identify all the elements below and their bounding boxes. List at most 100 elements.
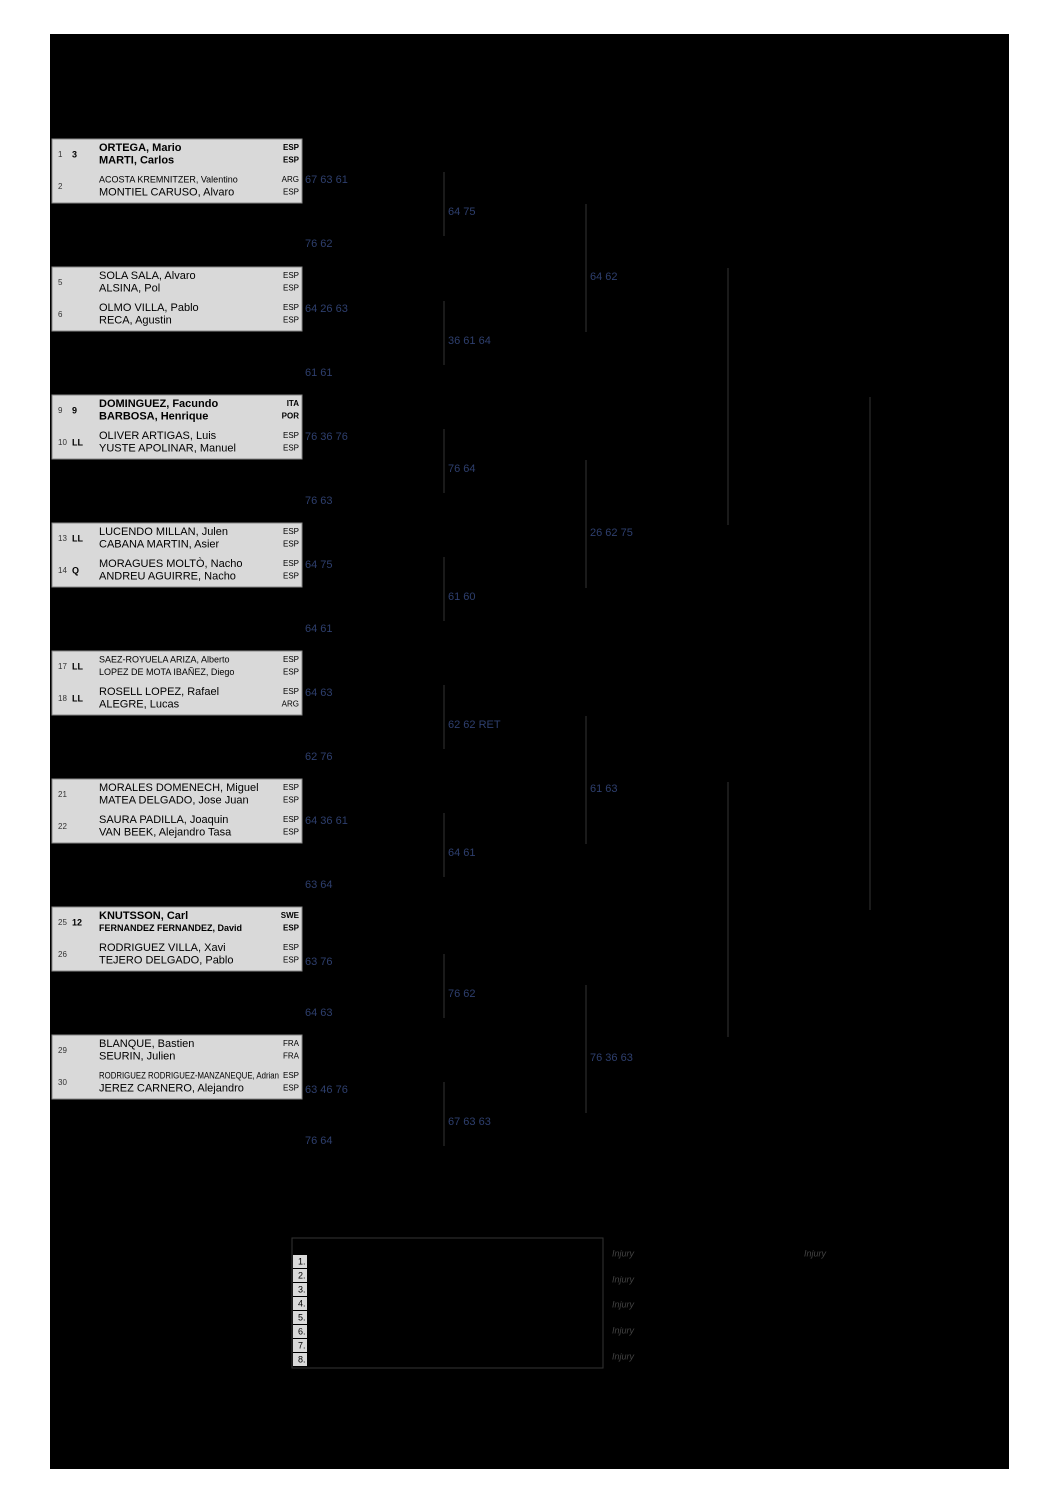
score: 62 76 [305, 751, 333, 763]
player-name: RECA, Agustin [99, 314, 172, 326]
nationality: ESP [283, 815, 299, 824]
player-name: ACOSTA KREMNITZER, Valentino [99, 174, 238, 184]
seed-tag: LL [72, 437, 83, 447]
player-name: MORALES DOMENECH, Miguel [99, 782, 259, 794]
nationality: ESP [283, 527, 299, 536]
nationality: ESP [283, 796, 299, 805]
legend-number: 4. [298, 1298, 306, 1308]
legend-number: 6. [298, 1326, 306, 1336]
legend-note: Injury [612, 1248, 635, 1258]
player-name: BLANQUE, Bastien [99, 1038, 194, 1050]
legend-number: 3. [298, 1284, 306, 1294]
score: 76 64 [305, 1135, 333, 1147]
entry-box [51, 394, 303, 460]
legend-number-bg [293, 1311, 307, 1324]
nationality: ESP [283, 284, 299, 293]
nationality: ESP [283, 943, 299, 952]
score: 64 75 [448, 206, 476, 218]
player-name: SOLA SALA, Alvaro [99, 270, 196, 282]
nationality: ARG [282, 175, 299, 184]
player-name: MONTIEL CARUSO, Alvaro [99, 186, 234, 198]
nationality: ESP [283, 783, 299, 792]
score: 63 64 [305, 879, 333, 891]
player-name: OLIVER ARTIGAS, Luis [99, 430, 217, 442]
player-name: KNUTSSON, Carl [99, 910, 188, 922]
score: 62 62 RET [448, 719, 501, 731]
score: 64 63 [305, 687, 333, 699]
entry-box [51, 266, 303, 332]
nationality: ESP [283, 143, 300, 152]
draw-number: 21 [58, 790, 67, 799]
legend-number-bg [293, 1283, 307, 1296]
entry-box [51, 778, 303, 844]
player-name: BARBOSA, Henrique [99, 410, 208, 422]
player-name: LOPEZ DE MOTA IBAÑEZ, Diego [99, 667, 234, 677]
score: 64 61 [448, 847, 476, 859]
nationality: ESP [283, 687, 299, 696]
score: 76 62 [305, 238, 333, 250]
entry-box [51, 522, 303, 588]
draw-number: 29 [58, 1046, 67, 1055]
nationality: ESP [283, 1084, 299, 1093]
score: 64 62 [590, 271, 618, 283]
nationality: ESP [283, 559, 299, 568]
player-name: RODRIGUEZ VILLA, Xavi [99, 942, 226, 954]
player-name: ORTEGA, Mario [99, 142, 182, 154]
score: 67 63 63 [448, 1116, 491, 1128]
legend-number: 2. [298, 1270, 306, 1280]
nationality: ESP [283, 572, 299, 581]
nationality: POR [282, 412, 300, 421]
seed-tag: LL [72, 693, 83, 703]
score: 76 63 [305, 495, 333, 507]
draw-number: 9 [58, 406, 63, 415]
player-name: FERNANDEZ FERNANDEZ, David [99, 923, 242, 933]
score: 76 36 63 [590, 1052, 633, 1064]
score: 76 64 [448, 463, 476, 475]
legend-number-bg [293, 1297, 307, 1310]
player-name: MATEA DELGADO, Jose Juan [99, 794, 249, 806]
draw-number: 26 [58, 950, 67, 959]
legend-box [291, 1237, 604, 1369]
seed-tag: LL [72, 533, 83, 543]
player-name: ANDREU AGUIRRE, Nacho [99, 570, 236, 582]
nationality: ESP [283, 431, 299, 440]
legend-number: 8. [298, 1354, 306, 1364]
nationality: ESP [283, 540, 299, 549]
draw-number: 5 [58, 278, 63, 287]
legend-number-bg [293, 1339, 307, 1352]
player-name: ALSINA, Pol [99, 282, 160, 294]
score: 36 61 64 [448, 335, 491, 347]
sheet-bg [50, 34, 1009, 1469]
draw-number: 6 [58, 310, 63, 319]
entry-box [51, 906, 303, 972]
legend-number-bg [293, 1353, 307, 1366]
score: 64 61 [305, 623, 333, 635]
player-name: SAEZ-ROYUELA ARIZA, Alberto [99, 654, 230, 664]
player-name: VAN BEEK, Alejandro Tasa [99, 826, 232, 838]
player-name: MARTI, Carlos [99, 154, 174, 166]
player-name: RODRIGUEZ RODRIGUEZ-MANZANEQUE, Adrian [99, 1070, 279, 1080]
score: 67 63 61 [305, 174, 348, 186]
draw-number: 25 [58, 918, 67, 927]
draw-number: 30 [58, 1078, 67, 1087]
legend-number: 7. [298, 1340, 306, 1350]
player-name: ALEGRE, Lucas [99, 698, 180, 710]
legend-number-bg [293, 1255, 307, 1268]
draw-number: 1 [58, 150, 63, 159]
seed-tag: 12 [72, 917, 82, 927]
score: 61 60 [448, 591, 476, 603]
score: 63 46 76 [305, 1084, 348, 1096]
legend-note: Injury [612, 1299, 635, 1309]
score: 63 76 [305, 956, 333, 968]
nationality: ESP [283, 316, 299, 325]
nationality: ESP [283, 828, 299, 837]
legend-note: Injury [612, 1351, 635, 1361]
nationality: FRA [283, 1039, 300, 1048]
draw-number: 13 [58, 534, 67, 543]
seed-tag: 3 [72, 149, 77, 159]
nationality: SWE [281, 911, 300, 920]
player-name: CABANA MARTIN, Asier [99, 538, 220, 550]
nationality: ESP [283, 1071, 299, 1080]
